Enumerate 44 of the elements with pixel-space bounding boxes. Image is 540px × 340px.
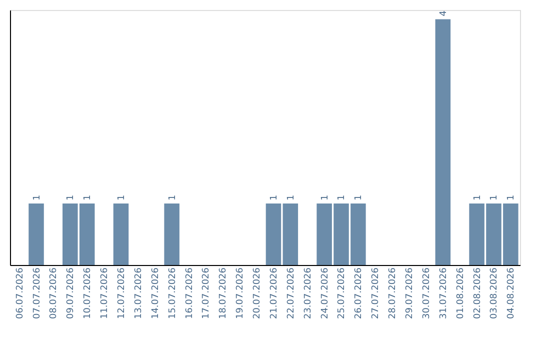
x-tick-label: 10.07.2026 [83,267,94,320]
x-tick-label: 12.07.2026 [116,267,127,320]
x-tick-label: 26.07.2026 [354,267,364,320]
data-label: 1 [32,194,42,201]
data-label: 1 [269,194,280,201]
x-tick-label: 01.08.2026 [456,267,466,320]
x-tick-label: 15.07.2026 [168,267,178,320]
x-tick-label: 22.07.2026 [286,267,296,320]
x-tick-label: 07.07.2026 [32,267,42,320]
data-label: 1 [83,194,94,201]
x-tick-label: 29.07.2026 [405,267,416,320]
x-tick-label: 24.07.2026 [320,267,330,320]
x-tick-label: 14.07.2026 [150,267,161,320]
data-label: 1 [337,194,348,201]
data-label: 1 [472,194,483,201]
data-label: 4 [438,10,449,16]
data-label: 1 [490,194,500,201]
data-label: 1 [320,194,330,201]
x-tick-label: 30.07.2026 [422,267,432,320]
data-label: 1 [116,194,127,201]
data-label: 1 [286,194,296,201]
x-tick-label: 27.07.2026 [371,267,382,320]
x-tick-label: 23.07.2026 [303,267,314,320]
data-label: 1 [354,194,364,201]
x-tick-label: 21.07.2026 [269,267,280,320]
data-label: 1 [168,194,178,201]
x-tick-label: 17.07.2026 [202,267,212,320]
x-tick-label: 20.07.2026 [252,267,263,320]
x-tick-label: 06.07.2026 [15,267,26,320]
x-tick-label: 16.07.2026 [184,267,195,320]
x-tick-label: 03.08.2026 [490,267,500,320]
x-tick-label: 02.08.2026 [472,267,483,320]
x-tick-label: 25.07.2026 [337,267,348,320]
x-tick-label: 08.07.2026 [49,267,60,320]
x-tick-label: 09.07.2026 [66,267,76,320]
x-tick-label: 13.07.2026 [134,267,144,320]
data-label: 1 [66,194,76,201]
x-tick-label: 31.07.2026 [438,267,449,320]
x-tick-label: 11.07.2026 [100,267,110,320]
x-tick-label: 28.07.2026 [388,267,398,320]
x-tick-label: 19.07.2026 [236,267,246,320]
x-tick-label: 04.08.2026 [506,267,517,320]
data-label: 1 [506,194,517,201]
x-tick-label: 18.07.2026 [218,267,229,320]
